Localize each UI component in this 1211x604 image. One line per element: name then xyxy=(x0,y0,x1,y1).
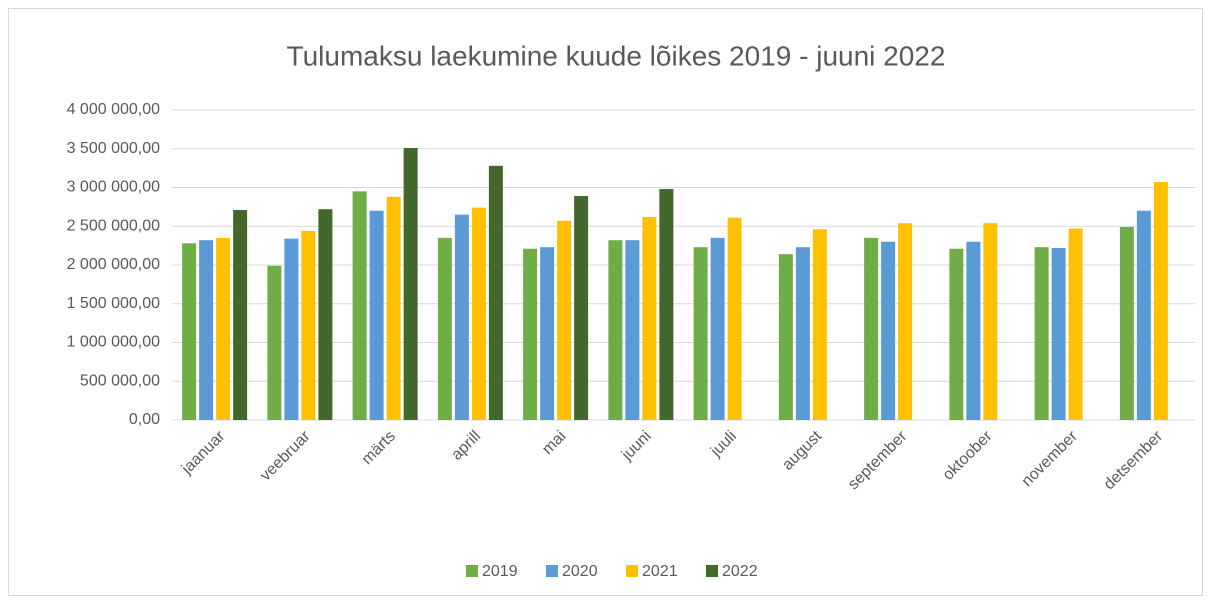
bar xyxy=(727,217,742,420)
bar xyxy=(574,196,589,420)
bar xyxy=(1051,247,1066,420)
bar xyxy=(523,248,538,420)
bar xyxy=(301,230,316,420)
y-tick-label: 1 000 000,00 xyxy=(67,334,161,351)
legend-label: 2019 xyxy=(482,563,518,580)
bar xyxy=(403,147,418,420)
y-tick-label: 3 500 000,00 xyxy=(67,140,161,157)
bar xyxy=(182,243,197,420)
bar xyxy=(795,247,810,420)
chart-title: Tulumaksu laekumine kuude lõikes 2019 - … xyxy=(287,40,946,71)
bar xyxy=(267,265,282,420)
bar xyxy=(1119,227,1134,420)
bar xyxy=(471,207,486,420)
legend-label: 2022 xyxy=(722,563,758,580)
bar xyxy=(437,237,452,420)
bar xyxy=(693,247,708,420)
bar xyxy=(199,240,214,420)
bar xyxy=(949,248,964,420)
bar xyxy=(1034,247,1049,420)
bar xyxy=(454,214,469,420)
bar xyxy=(540,247,555,420)
y-tick-label: 4 000 000,00 xyxy=(67,101,161,118)
bar xyxy=(284,238,299,420)
y-tick-label: 2 500 000,00 xyxy=(67,217,161,234)
legend-label: 2020 xyxy=(562,563,598,580)
legend-swatch xyxy=(546,565,558,577)
bar xyxy=(557,220,572,420)
bar xyxy=(898,223,913,420)
bar xyxy=(1068,228,1083,420)
bar xyxy=(778,254,793,420)
y-tick-label: 1 500 000,00 xyxy=(67,295,161,312)
bar xyxy=(625,240,640,420)
legend-swatch xyxy=(626,565,638,577)
legend-label: 2021 xyxy=(642,563,678,580)
bar xyxy=(608,240,623,420)
bar xyxy=(216,237,231,420)
bar xyxy=(352,191,367,420)
bar xyxy=(318,209,333,420)
y-tick-label: 0,00 xyxy=(129,411,160,428)
bar xyxy=(812,229,827,420)
bar xyxy=(710,237,725,420)
bar xyxy=(233,209,248,420)
bar xyxy=(1153,182,1168,420)
bar xyxy=(659,189,674,420)
y-tick-label: 2 000 000,00 xyxy=(67,256,161,273)
bar xyxy=(864,237,879,420)
bar xyxy=(386,196,401,420)
bar xyxy=(488,165,503,420)
legend-swatch xyxy=(466,565,478,577)
bar xyxy=(881,241,896,420)
y-tick-label: 500 000,00 xyxy=(80,372,160,389)
bar xyxy=(1136,210,1151,420)
bar xyxy=(369,210,384,420)
legend-swatch xyxy=(706,565,718,577)
bar xyxy=(642,216,657,420)
y-tick-label: 3 000 000,00 xyxy=(67,179,161,196)
bar xyxy=(983,223,998,420)
bar xyxy=(966,241,981,420)
